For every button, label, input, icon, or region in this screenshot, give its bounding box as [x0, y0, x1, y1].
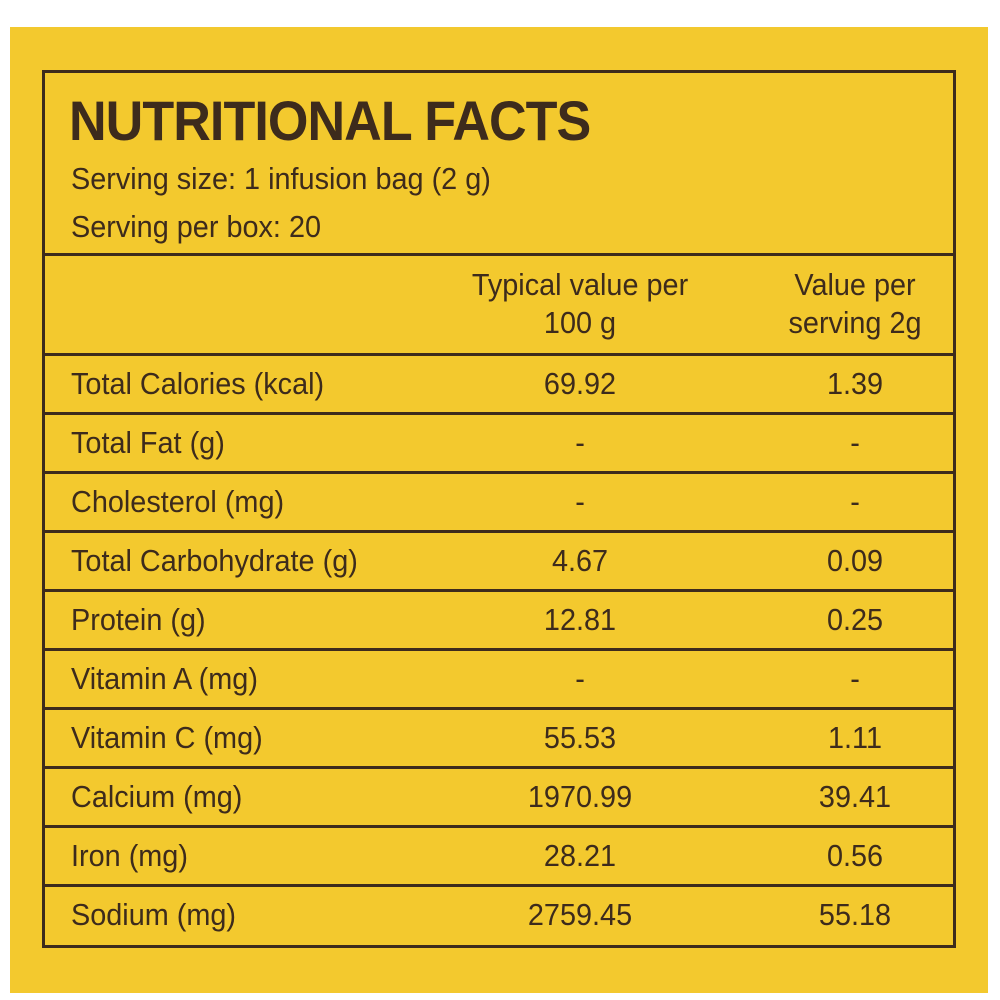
- label-header: NUTRITIONAL FACTS Serving size: 1 infusi…: [45, 73, 953, 256]
- nutrient-name: Iron (mg): [71, 838, 188, 873]
- table-row: Total Calories (kcal) 69.92 1.39: [45, 356, 953, 415]
- value-per-serving: 1.39: [826, 366, 884, 401]
- column-header-per-serving-line1: Value per: [794, 267, 916, 302]
- table-row: Protein (g) 12.81 0.25: [45, 592, 953, 651]
- value-per-serving: 0.09: [826, 543, 884, 578]
- value-per-100g: 28.21: [543, 838, 617, 873]
- table-row: Vitamin C (mg) 55.53 1.11: [45, 710, 953, 769]
- value-per-serving: -: [850, 484, 860, 519]
- table-row: Cholesterol (mg) - -: [45, 474, 953, 533]
- value-per-serving: -: [850, 425, 860, 460]
- servings-per-box-text: Serving per box: 20: [71, 209, 322, 244]
- table-row: Total Fat (g) - -: [45, 415, 953, 474]
- value-per-100g: -: [575, 661, 585, 696]
- value-per-serving: 0.25: [826, 602, 884, 637]
- column-header-row: Typical value per 100 g Value per servin…: [45, 256, 953, 356]
- column-header-per-100g: Typical value per 100 g: [436, 266, 724, 342]
- serving-size-text: Serving size: 1 infusion bag (2 g): [71, 161, 491, 196]
- nutrient-name: Total Fat (g): [71, 425, 225, 460]
- nutrient-name: Cholesterol (mg): [71, 484, 285, 519]
- value-per-100g: 12.81: [543, 602, 617, 637]
- column-header-per-serving-line2: serving 2g: [788, 305, 922, 340]
- column-header-per-serving: Value per serving 2g: [753, 266, 958, 342]
- value-per-100g: 1970.99: [527, 779, 633, 814]
- nutrient-name: Total Calories (kcal): [71, 366, 325, 401]
- column-header-per-100g-line2: 100 g: [543, 305, 617, 340]
- nutrient-name: Total Carbohydrate (g): [71, 543, 358, 578]
- value-per-100g: 2759.45: [527, 897, 633, 932]
- nutrient-name: Calcium (mg): [71, 779, 243, 814]
- value-per-100g: 69.92: [543, 366, 617, 401]
- column-header-per-100g-line1: Typical value per: [471, 267, 689, 302]
- label-background: [10, 27, 988, 993]
- value-per-serving: 39.41: [818, 779, 892, 814]
- table-row: Calcium (mg) 1970.99 39.41: [45, 769, 953, 828]
- value-per-serving: 0.56: [826, 838, 884, 873]
- nutrient-name: Vitamin A (mg): [71, 661, 258, 696]
- nutrition-facts-table: NUTRITIONAL FACTS Serving size: 1 infusi…: [42, 70, 956, 948]
- table-row: Total Carbohydrate (g) 4.67 0.09: [45, 533, 953, 592]
- table-row: Sodium (mg) 2759.45 55.18: [45, 887, 953, 946]
- value-per-100g: -: [575, 425, 585, 460]
- nutrient-name: Vitamin C (mg): [71, 720, 263, 755]
- value-per-serving: 55.18: [818, 897, 892, 932]
- nutrient-name: Sodium (mg): [71, 897, 237, 932]
- table-row: Vitamin A (mg) - -: [45, 651, 953, 710]
- page-title: NUTRITIONAL FACTS: [69, 89, 591, 152]
- value-per-serving: -: [850, 661, 860, 696]
- value-per-serving: 1.11: [828, 720, 882, 755]
- value-per-100g: 55.53: [543, 720, 617, 755]
- value-per-100g: 4.67: [551, 543, 609, 578]
- table-row: Iron (mg) 28.21 0.56: [45, 828, 953, 887]
- value-per-100g: -: [575, 484, 585, 519]
- nutrient-name: Protein (g): [71, 602, 206, 637]
